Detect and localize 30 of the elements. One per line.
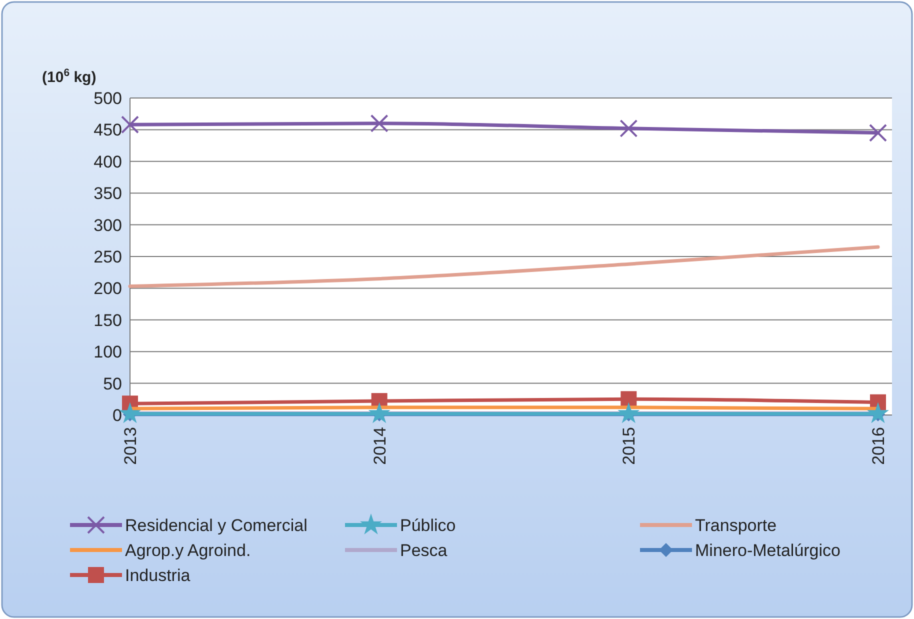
y-tick-label: 100 [94, 342, 122, 362]
legend-label: Pesca [400, 540, 448, 560]
point [121, 116, 139, 134]
y-tick-label: 300 [94, 216, 122, 235]
point [618, 402, 640, 424]
y-tick-label: 0 [112, 406, 122, 425]
y-tick-label: 350 [94, 184, 122, 204]
legend-label: Industria [125, 566, 191, 585]
point [869, 124, 887, 142]
y-tick-label: 150 [94, 310, 122, 330]
y-tick-label: 400 [94, 152, 122, 172]
point [368, 402, 390, 424]
x-tick-label: 2013 [121, 427, 140, 465]
line-series [128, 245, 880, 288]
y-tick-label: 250 [94, 247, 122, 266]
legend-label: Público [400, 516, 456, 535]
y-tick-label: 450 [94, 120, 122, 140]
legend-label: Agrop.y Agroind. [125, 540, 251, 560]
y-tick-label: 500 [94, 88, 122, 108]
point [620, 119, 638, 138]
y-tick-label: 200 [94, 279, 122, 298]
legend-label: Residencial y Comercial [125, 516, 308, 535]
y-tick-label: 50 [103, 374, 122, 394]
x-tick-label: 2015 [620, 427, 639, 465]
point [370, 114, 388, 132]
legend-label: Minero-Metalúrgico [695, 540, 840, 560]
x-tick-label: 2016 [869, 427, 888, 465]
y-axis-title: (10$^{6}$ kg) [42, 67, 96, 86]
legend-label: Transporte [695, 516, 777, 535]
x-tick-label: 2014 [370, 427, 390, 465]
